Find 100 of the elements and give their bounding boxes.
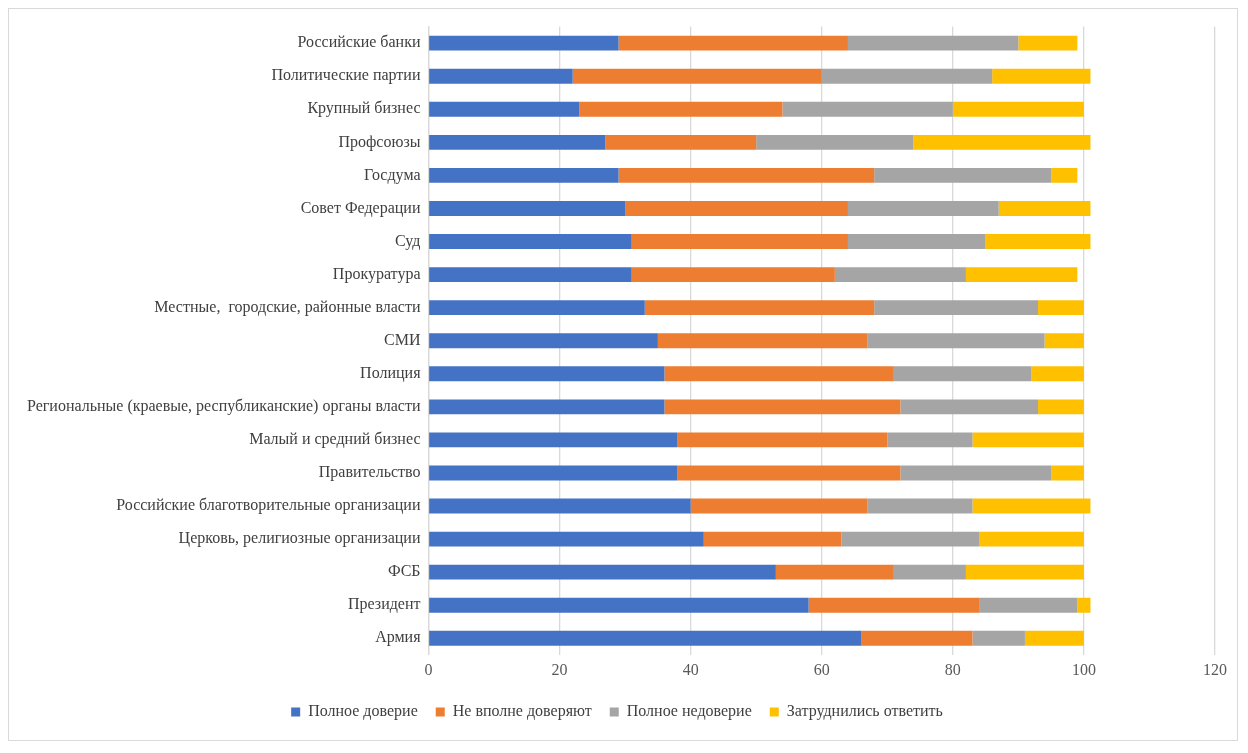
bar bbox=[429, 465, 678, 481]
x-tick-label: 100 bbox=[1071, 660, 1096, 678]
legend-label: Полное недоверие bbox=[626, 702, 752, 721]
bar bbox=[429, 201, 626, 216]
bar bbox=[429, 399, 665, 415]
y-tick-label: Региональные (краевые, республиканские) органы власти bbox=[26, 397, 421, 416]
bar bbox=[887, 432, 973, 448]
y-tick-label: Крупный бизнес bbox=[307, 99, 421, 118]
bar bbox=[605, 134, 757, 150]
y-tick-label: СМИ bbox=[384, 330, 421, 348]
bar bbox=[429, 267, 632, 283]
bar bbox=[429, 68, 573, 84]
bar bbox=[874, 300, 1039, 316]
bar bbox=[979, 597, 1078, 613]
bar bbox=[782, 101, 953, 117]
bar bbox=[775, 564, 894, 580]
bar bbox=[992, 68, 1091, 84]
bar bbox=[690, 498, 868, 514]
bar bbox=[1077, 597, 1091, 613]
bar bbox=[644, 300, 875, 316]
bar bbox=[1031, 366, 1084, 382]
bar bbox=[972, 432, 1084, 448]
bar bbox=[998, 201, 1091, 216]
bar bbox=[429, 597, 809, 613]
bar bbox=[664, 399, 901, 415]
bar bbox=[847, 35, 1019, 51]
bar bbox=[972, 630, 1025, 646]
bar bbox=[1044, 333, 1084, 349]
y-tick-label: Малый и средний бизнес bbox=[249, 430, 421, 449]
bar bbox=[893, 564, 966, 580]
bar bbox=[900, 465, 1052, 481]
bar bbox=[631, 267, 835, 283]
y-tick-label: Российские благотворительные организации bbox=[116, 496, 421, 515]
bar bbox=[579, 101, 783, 117]
legend-label: Полное доверие bbox=[308, 702, 418, 721]
bar bbox=[1051, 465, 1084, 481]
bar bbox=[867, 333, 1045, 349]
legend-label: Не вполне доверяют bbox=[452, 702, 592, 721]
y-tick-label: Профсоюзы bbox=[338, 132, 421, 151]
bar bbox=[631, 234, 848, 249]
bar bbox=[429, 101, 580, 117]
bar bbox=[429, 333, 658, 349]
bar bbox=[965, 564, 1084, 580]
x-tick-label: 80 bbox=[944, 660, 961, 678]
bar bbox=[429, 234, 632, 249]
bar bbox=[1051, 167, 1078, 183]
bar bbox=[618, 35, 848, 51]
bar bbox=[429, 564, 776, 580]
bar bbox=[429, 498, 691, 514]
bar bbox=[985, 234, 1091, 249]
y-tick-label: Президент bbox=[347, 595, 421, 614]
bar bbox=[664, 366, 894, 382]
y-tick-label: Церковь, религиозные организации bbox=[178, 529, 421, 548]
x-tick-label: 120 bbox=[1203, 660, 1227, 678]
bar bbox=[1038, 300, 1084, 316]
bar bbox=[972, 498, 1091, 514]
bar bbox=[677, 465, 901, 481]
bar bbox=[677, 432, 888, 448]
y-tick-label: Совет Федерации bbox=[300, 198, 421, 217]
y-tick-label: ФСБ bbox=[387, 562, 421, 580]
bar bbox=[429, 630, 862, 646]
bar bbox=[429, 531, 704, 547]
y-tick-label: Местные, городские, районные власти bbox=[154, 297, 421, 316]
bar bbox=[756, 134, 914, 150]
x-tick-label: 0 bbox=[424, 660, 433, 678]
bar bbox=[952, 101, 1084, 117]
bar bbox=[979, 531, 1084, 547]
bar bbox=[867, 498, 973, 514]
bar bbox=[429, 167, 619, 183]
bar bbox=[965, 267, 1078, 283]
bar bbox=[913, 134, 1091, 150]
bar bbox=[847, 201, 999, 216]
bar bbox=[1038, 399, 1084, 415]
y-tick-label: Госдума bbox=[364, 165, 421, 184]
legend-label: Затруднились ответить bbox=[786, 702, 943, 721]
bar bbox=[1018, 35, 1078, 51]
bar bbox=[429, 300, 645, 316]
y-tick-label: Армия bbox=[375, 628, 422, 647]
x-tick-label: 20 bbox=[551, 660, 568, 678]
x-tick-label: 40 bbox=[682, 660, 699, 678]
bar bbox=[1024, 630, 1084, 646]
y-tick-label: Прокуратура bbox=[332, 264, 421, 283]
bar bbox=[861, 630, 973, 646]
y-tick-label: Полиция bbox=[360, 363, 422, 382]
bar bbox=[429, 35, 619, 51]
y-tick-label: Российские банки bbox=[297, 33, 421, 51]
y-tick-label: Суд bbox=[395, 231, 421, 250]
bar bbox=[429, 432, 678, 448]
bar bbox=[841, 531, 980, 547]
bar bbox=[893, 366, 1032, 382]
bar bbox=[900, 399, 1039, 415]
bar bbox=[834, 267, 966, 283]
bar bbox=[429, 134, 606, 150]
bar bbox=[657, 333, 868, 349]
bar bbox=[874, 167, 1052, 183]
bar bbox=[821, 68, 993, 84]
y-tick-label: Политические партии bbox=[271, 66, 421, 85]
x-tick-label: 60 bbox=[813, 660, 830, 678]
bar bbox=[618, 167, 875, 183]
bar bbox=[625, 201, 848, 216]
